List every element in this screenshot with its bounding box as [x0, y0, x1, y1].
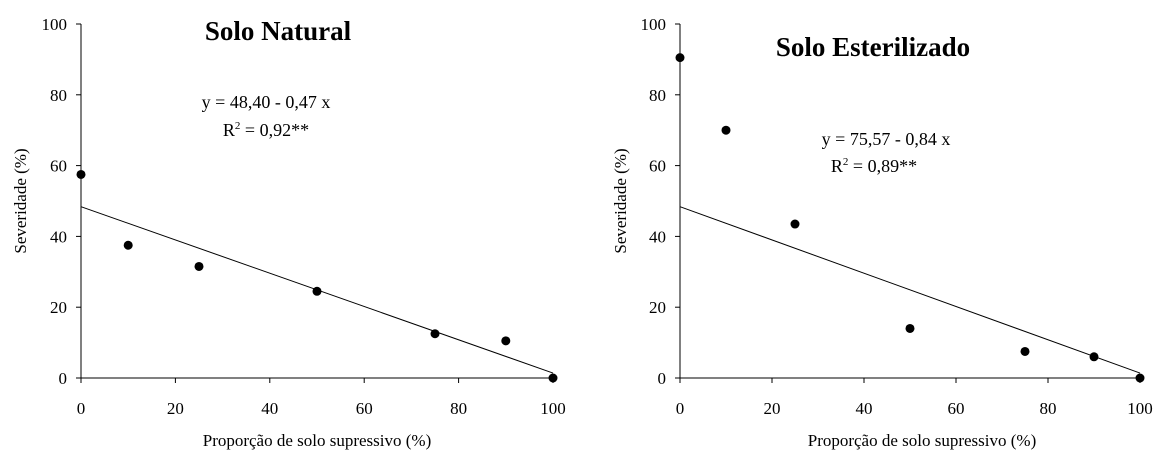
r-squared-label: R2 = 0,92** — [223, 120, 309, 140]
r-squared-value: = 0,92** — [240, 120, 309, 140]
y-tick-label: 100 — [42, 15, 68, 34]
y-tick-label: 60 — [50, 157, 67, 176]
x-tick-label: 0 — [77, 399, 86, 418]
x-axis-label: Proporção de solo supressivo (%) — [808, 431, 1037, 450]
chart-panel-solo-esterilizado: 0 20 40 60 80 100 0 20 40 60 80 100 Solo Esteriliz… — [611, 15, 1153, 450]
y-tick-label: 80 — [50, 86, 67, 105]
x-tick-label: 80 — [450, 399, 467, 418]
x-tick-label: 20 — [167, 399, 184, 418]
data-point — [721, 125, 731, 135]
x-tick-label: 100 — [1127, 399, 1153, 418]
y-tick-label: 100 — [641, 15, 667, 34]
y-tick-label: 80 — [649, 86, 666, 105]
y-tick-label: 0 — [658, 369, 667, 388]
data-point — [430, 329, 440, 339]
y-tick-label: 0 — [59, 369, 68, 388]
chart-title: Solo Esterilizado — [776, 32, 970, 62]
r-squared-prefix: R — [223, 120, 235, 140]
data-point — [312, 286, 322, 296]
data-point — [548, 373, 558, 383]
chart-title: Solo Natural — [205, 16, 352, 46]
x-tick-label: 20 — [764, 399, 781, 418]
regression-equation: y = 48,40 - 0,47 x — [202, 92, 331, 112]
data-point — [675, 53, 685, 63]
data-point — [123, 240, 133, 250]
data-point — [905, 323, 915, 333]
y-axis-label: Severidade (%) — [611, 148, 630, 253]
regression-equation: y = 75,57 - 0,84 x — [822, 129, 951, 149]
x-tick-label: 60 — [948, 399, 965, 418]
r-squared-superscript: 2 — [843, 156, 849, 168]
x-axis-label: Proporção de solo supressivo (%) — [203, 431, 432, 450]
x-tick-label: 40 — [261, 399, 278, 418]
y-tick-label: 20 — [649, 298, 666, 317]
data-point — [1135, 373, 1145, 383]
x-tick-label: 80 — [1040, 399, 1057, 418]
x-tick-label: 100 — [540, 399, 566, 418]
y-tick-label: 40 — [649, 227, 666, 246]
x-tick-label: 40 — [856, 399, 873, 418]
regression-line — [679, 206, 1141, 374]
y-tick-label: 60 — [649, 157, 666, 176]
x-tick-label: 60 — [356, 399, 373, 418]
data-point — [790, 219, 800, 229]
chart-panel-solo-natural: 0 20 40 60 80 100 0 20 40 60 80 100 Solo Natural y… — [11, 15, 566, 450]
r-squared-label: R2 = 0,89** — [831, 156, 917, 176]
data-point — [194, 261, 204, 271]
y-axis-label: Severidade (%) — [11, 148, 30, 253]
r-squared-value: = 0,89** — [848, 156, 917, 176]
r-squared-prefix: R — [831, 156, 843, 176]
data-point — [1020, 346, 1030, 356]
data-point — [501, 336, 511, 346]
data-point — [76, 169, 86, 179]
x-tick-label: 0 — [676, 399, 685, 418]
data-point — [1089, 352, 1099, 362]
y-tick-label: 40 — [50, 227, 67, 246]
r-squared-superscript: 2 — [235, 120, 241, 132]
y-tick-label: 20 — [50, 298, 67, 317]
